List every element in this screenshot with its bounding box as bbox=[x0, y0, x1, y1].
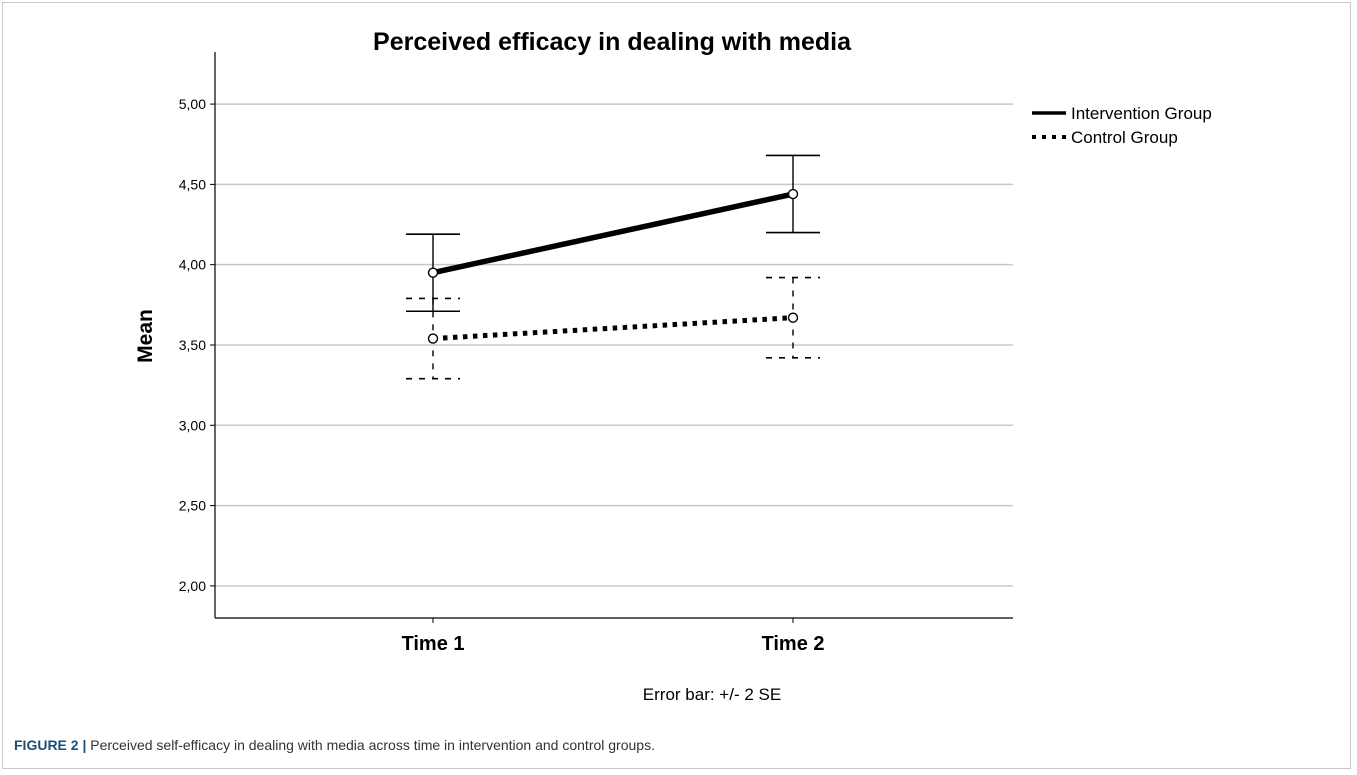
legend-item: Intervention Group bbox=[1032, 104, 1212, 123]
axes bbox=[210, 52, 1013, 623]
caption-text: Perceived self-efficacy in dealing with … bbox=[86, 737, 655, 753]
figure-caption: FIGURE 2 | Perceived self-efficacy in de… bbox=[14, 737, 655, 753]
legend-label: Control Group bbox=[1071, 128, 1178, 147]
y-axis-label: Mean bbox=[134, 309, 157, 363]
data-point bbox=[427, 267, 439, 278]
data-point bbox=[427, 333, 439, 344]
chart-title: Perceived efficacy in dealing with media bbox=[373, 28, 852, 56]
y-tick-label: 4,50 bbox=[179, 176, 206, 192]
legend-item: Control Group bbox=[1032, 128, 1178, 147]
legend-label: Intervention Group bbox=[1071, 104, 1212, 123]
y-tick-label: 4,00 bbox=[179, 257, 206, 273]
y-tick-label: 3,50 bbox=[179, 337, 206, 353]
legend: Intervention Group Control Group bbox=[1032, 104, 1212, 147]
series-line bbox=[432, 315, 794, 342]
x-tick-label: Time 2 bbox=[762, 633, 825, 655]
series-layer bbox=[406, 154, 820, 380]
y-tick-label: 5,00 bbox=[179, 96, 206, 112]
y-tick-labels: 2,00 2,50 3,00 3,50 4,00 4,50 5,00 bbox=[179, 96, 206, 594]
series-2 bbox=[406, 276, 820, 380]
series-line bbox=[432, 191, 794, 276]
gridlines bbox=[215, 103, 1013, 587]
y-tick-label: 2,50 bbox=[179, 498, 206, 514]
x-tick-label: Time 1 bbox=[402, 633, 465, 655]
data-point bbox=[787, 312, 799, 323]
y-tick-label: 2,00 bbox=[179, 578, 206, 594]
data-point bbox=[787, 188, 799, 200]
y-tick-label: 3,00 bbox=[179, 417, 206, 433]
error-bar-note: Error bar: +/- 2 SE bbox=[643, 685, 781, 704]
series-1 bbox=[406, 154, 820, 313]
x-tick-labels: Time 1 Time 2 bbox=[402, 633, 825, 655]
chart: Perceived efficacy in dealing with media… bbox=[134, 28, 1212, 704]
caption-label: FIGURE 2 | bbox=[14, 737, 87, 753]
